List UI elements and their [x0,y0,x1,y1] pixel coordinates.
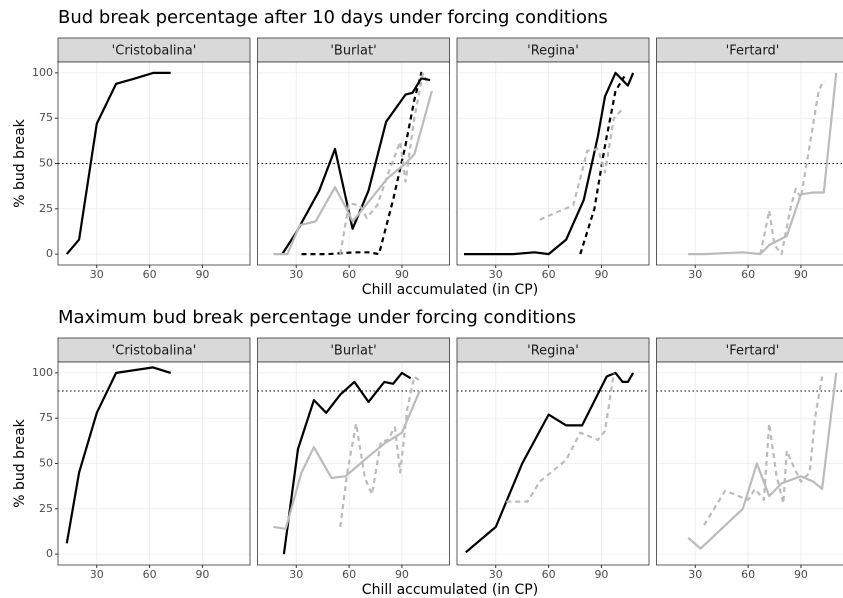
y-tick-label: 0 [46,247,53,260]
panel-border [257,361,450,566]
x-tick-label: 90 [594,268,608,281]
y-axis-label: % bud break [12,118,28,207]
panel-title: 'Cristobalina' [112,344,197,359]
x-tick-label: 90 [395,268,409,281]
data-line [506,372,615,503]
y-tick-label: 100 [32,66,53,79]
x-tick-label: 90 [395,568,409,581]
x-tick-label: 30 [489,568,503,581]
chart-title: Maximum bud break percentage under forci… [58,307,576,328]
panel-title: 'Burlat' [330,44,376,59]
x-tick-label: 60 [542,568,556,581]
data-line [273,390,421,530]
panel-title: 'Regina' [527,344,579,359]
x-tick-label: 60 [741,268,755,281]
x-tick-label: 60 [741,568,755,581]
strip [656,37,843,63]
x-tick-label: 60 [143,268,157,281]
panel-border [456,361,650,566]
data-line [339,375,422,528]
panel-title: 'Cristobalina' [112,44,197,59]
y-tick-label: 100 [32,366,53,379]
strip [257,337,450,363]
x-tick-label: 30 [90,568,104,581]
x-tick-label: 30 [289,568,303,581]
strip [57,337,251,363]
y-tick-label: 50 [39,157,53,170]
panel-title: 'Burlat' [330,344,376,359]
panel-border [656,61,843,266]
x-tick-label: 60 [342,568,356,581]
y-tick-label: 75 [39,411,53,424]
strip [257,37,450,63]
panel-border [656,361,843,566]
y-tick-label: 25 [39,502,53,515]
data-line [65,366,172,544]
y-tick-label: 0 [46,547,53,560]
strip [456,37,650,63]
data-line [688,72,838,256]
x-tick-label: 30 [688,568,702,581]
x-axis-label: Chill accumulated (in CP) [362,282,538,298]
panel-border [257,61,450,266]
y-axis-label: % bud break [12,418,28,507]
x-tick-label: 90 [195,568,209,581]
x-tick-label: 30 [289,268,303,281]
panel-border [456,61,650,266]
panel-title: 'Regina' [527,44,579,59]
data-line [282,371,412,555]
strip [57,37,251,63]
x-tick-label: 90 [594,568,608,581]
data-line [579,75,626,255]
x-tick-label: 90 [794,268,808,281]
data-line [759,79,825,256]
x-tick-label: 30 [688,268,702,281]
data-line [273,90,433,256]
x-tick-label: 60 [342,268,356,281]
x-tick-label: 60 [542,268,556,281]
data-line [703,376,824,526]
x-tick-label: 90 [794,568,808,581]
x-tick-label: 60 [143,568,157,581]
strip [656,337,843,363]
x-axis-label: Chill accumulated (in CP) [362,582,538,598]
x-tick-label: 30 [489,268,503,281]
data-line [465,371,635,554]
data-line [339,72,425,255]
chart-title: Bud break percentage after 10 days under… [58,7,608,28]
y-tick-label: 75 [39,111,53,124]
panel-title: 'Fertard' [726,344,780,359]
panel-title: 'Fertard' [726,44,780,59]
data-line [281,77,431,255]
x-tick-label: 90 [195,268,209,281]
x-tick-label: 30 [90,268,104,281]
y-tick-label: 25 [39,202,53,215]
y-tick-label: 50 [39,457,53,470]
data-line [687,372,838,550]
data-line [539,108,624,221]
data-line [65,71,171,255]
